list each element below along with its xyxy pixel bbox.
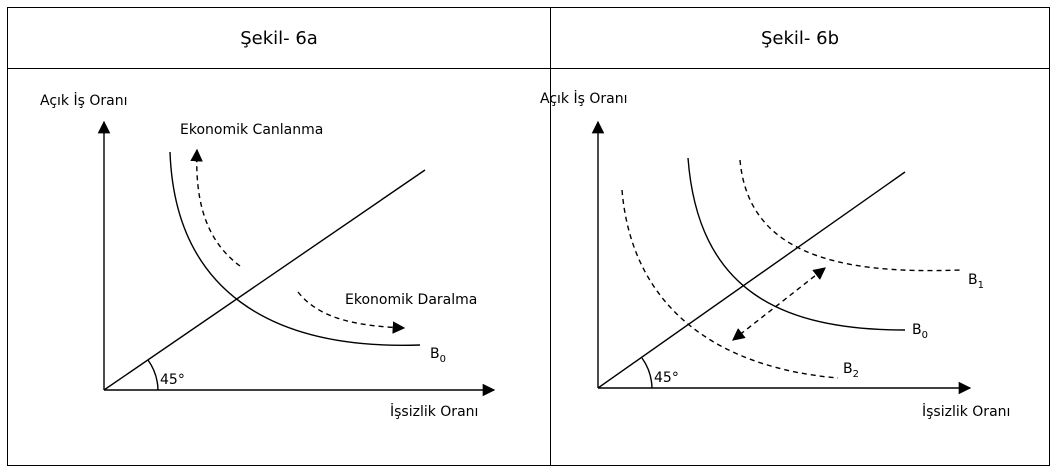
y-axis-label: Açık İş Oranı <box>40 91 127 109</box>
table-frame <box>7 7 1050 466</box>
angle-arc <box>641 357 653 389</box>
shift-arrow <box>732 267 826 341</box>
panel-a: Açık İş Oranı İşsizlik Oranı 45° Ekonomi… <box>40 91 496 420</box>
curve-label: B0 <box>430 346 446 365</box>
x-axis-label: İşsizlik Oranı <box>922 402 1010 420</box>
panel-b: Açık İş Oranı İşsizlik Oranı 45° B1 B0 B… <box>540 89 1010 420</box>
diagonal <box>103 169 426 391</box>
annotation: Ekonomik Canlanma <box>180 122 323 138</box>
y-axis-label: Açık İş Oranı <box>540 89 627 107</box>
curve <box>739 159 961 272</box>
angle-label: 45° <box>160 372 185 388</box>
angle-label: 45° <box>654 370 679 386</box>
curve <box>621 189 839 379</box>
diagonal <box>597 171 906 389</box>
curve <box>687 157 906 331</box>
panel-title: Şekil- 6b <box>761 28 839 49</box>
angle-arc <box>147 359 159 391</box>
panel-title: Şekil- 6a <box>240 28 318 49</box>
arrow <box>190 148 241 267</box>
annotation: Ekonomik Daralma <box>345 292 477 308</box>
curve <box>169 151 421 346</box>
x-axis-label: İşsizlik Oranı <box>390 402 478 420</box>
curve-label: B1 <box>968 272 984 291</box>
curve-label: B0 <box>912 322 928 341</box>
arrow <box>297 291 406 334</box>
curve-label: B2 <box>843 361 859 380</box>
